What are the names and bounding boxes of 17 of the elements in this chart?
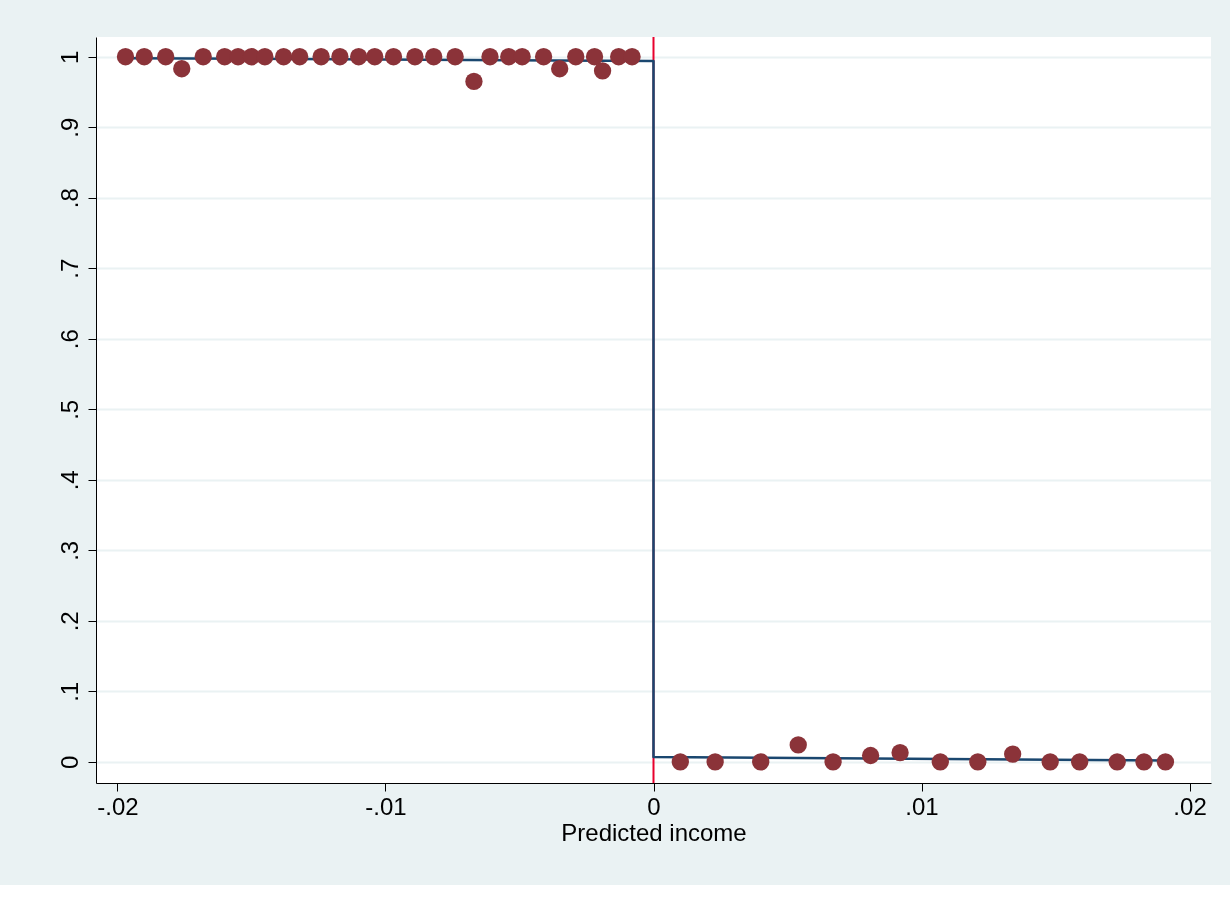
- y-tick-label: .8: [55, 188, 83, 209]
- y-tick-label: .2: [55, 611, 83, 632]
- x-tick-label: 0: [647, 792, 661, 820]
- y-tick-label: 1: [55, 50, 83, 64]
- x-tick-label: .01: [905, 792, 939, 820]
- y-tick-label: .3: [55, 540, 83, 561]
- x-axis-title: Predicted income: [561, 818, 747, 846]
- y-tick-label: .7: [55, 258, 83, 279]
- y-tick-label: .6: [55, 329, 83, 350]
- y-tick-label: .4: [55, 470, 83, 491]
- y-tick-label: .1: [55, 681, 83, 702]
- x-tick-label: -.02: [97, 792, 139, 820]
- x-tick-label: -.01: [365, 792, 407, 820]
- y-tick-label: .5: [55, 399, 83, 420]
- x-tick-label: .02: [1173, 792, 1207, 820]
- y-tick-label: 0: [55, 755, 83, 770]
- y-tick-label: .9: [55, 117, 83, 138]
